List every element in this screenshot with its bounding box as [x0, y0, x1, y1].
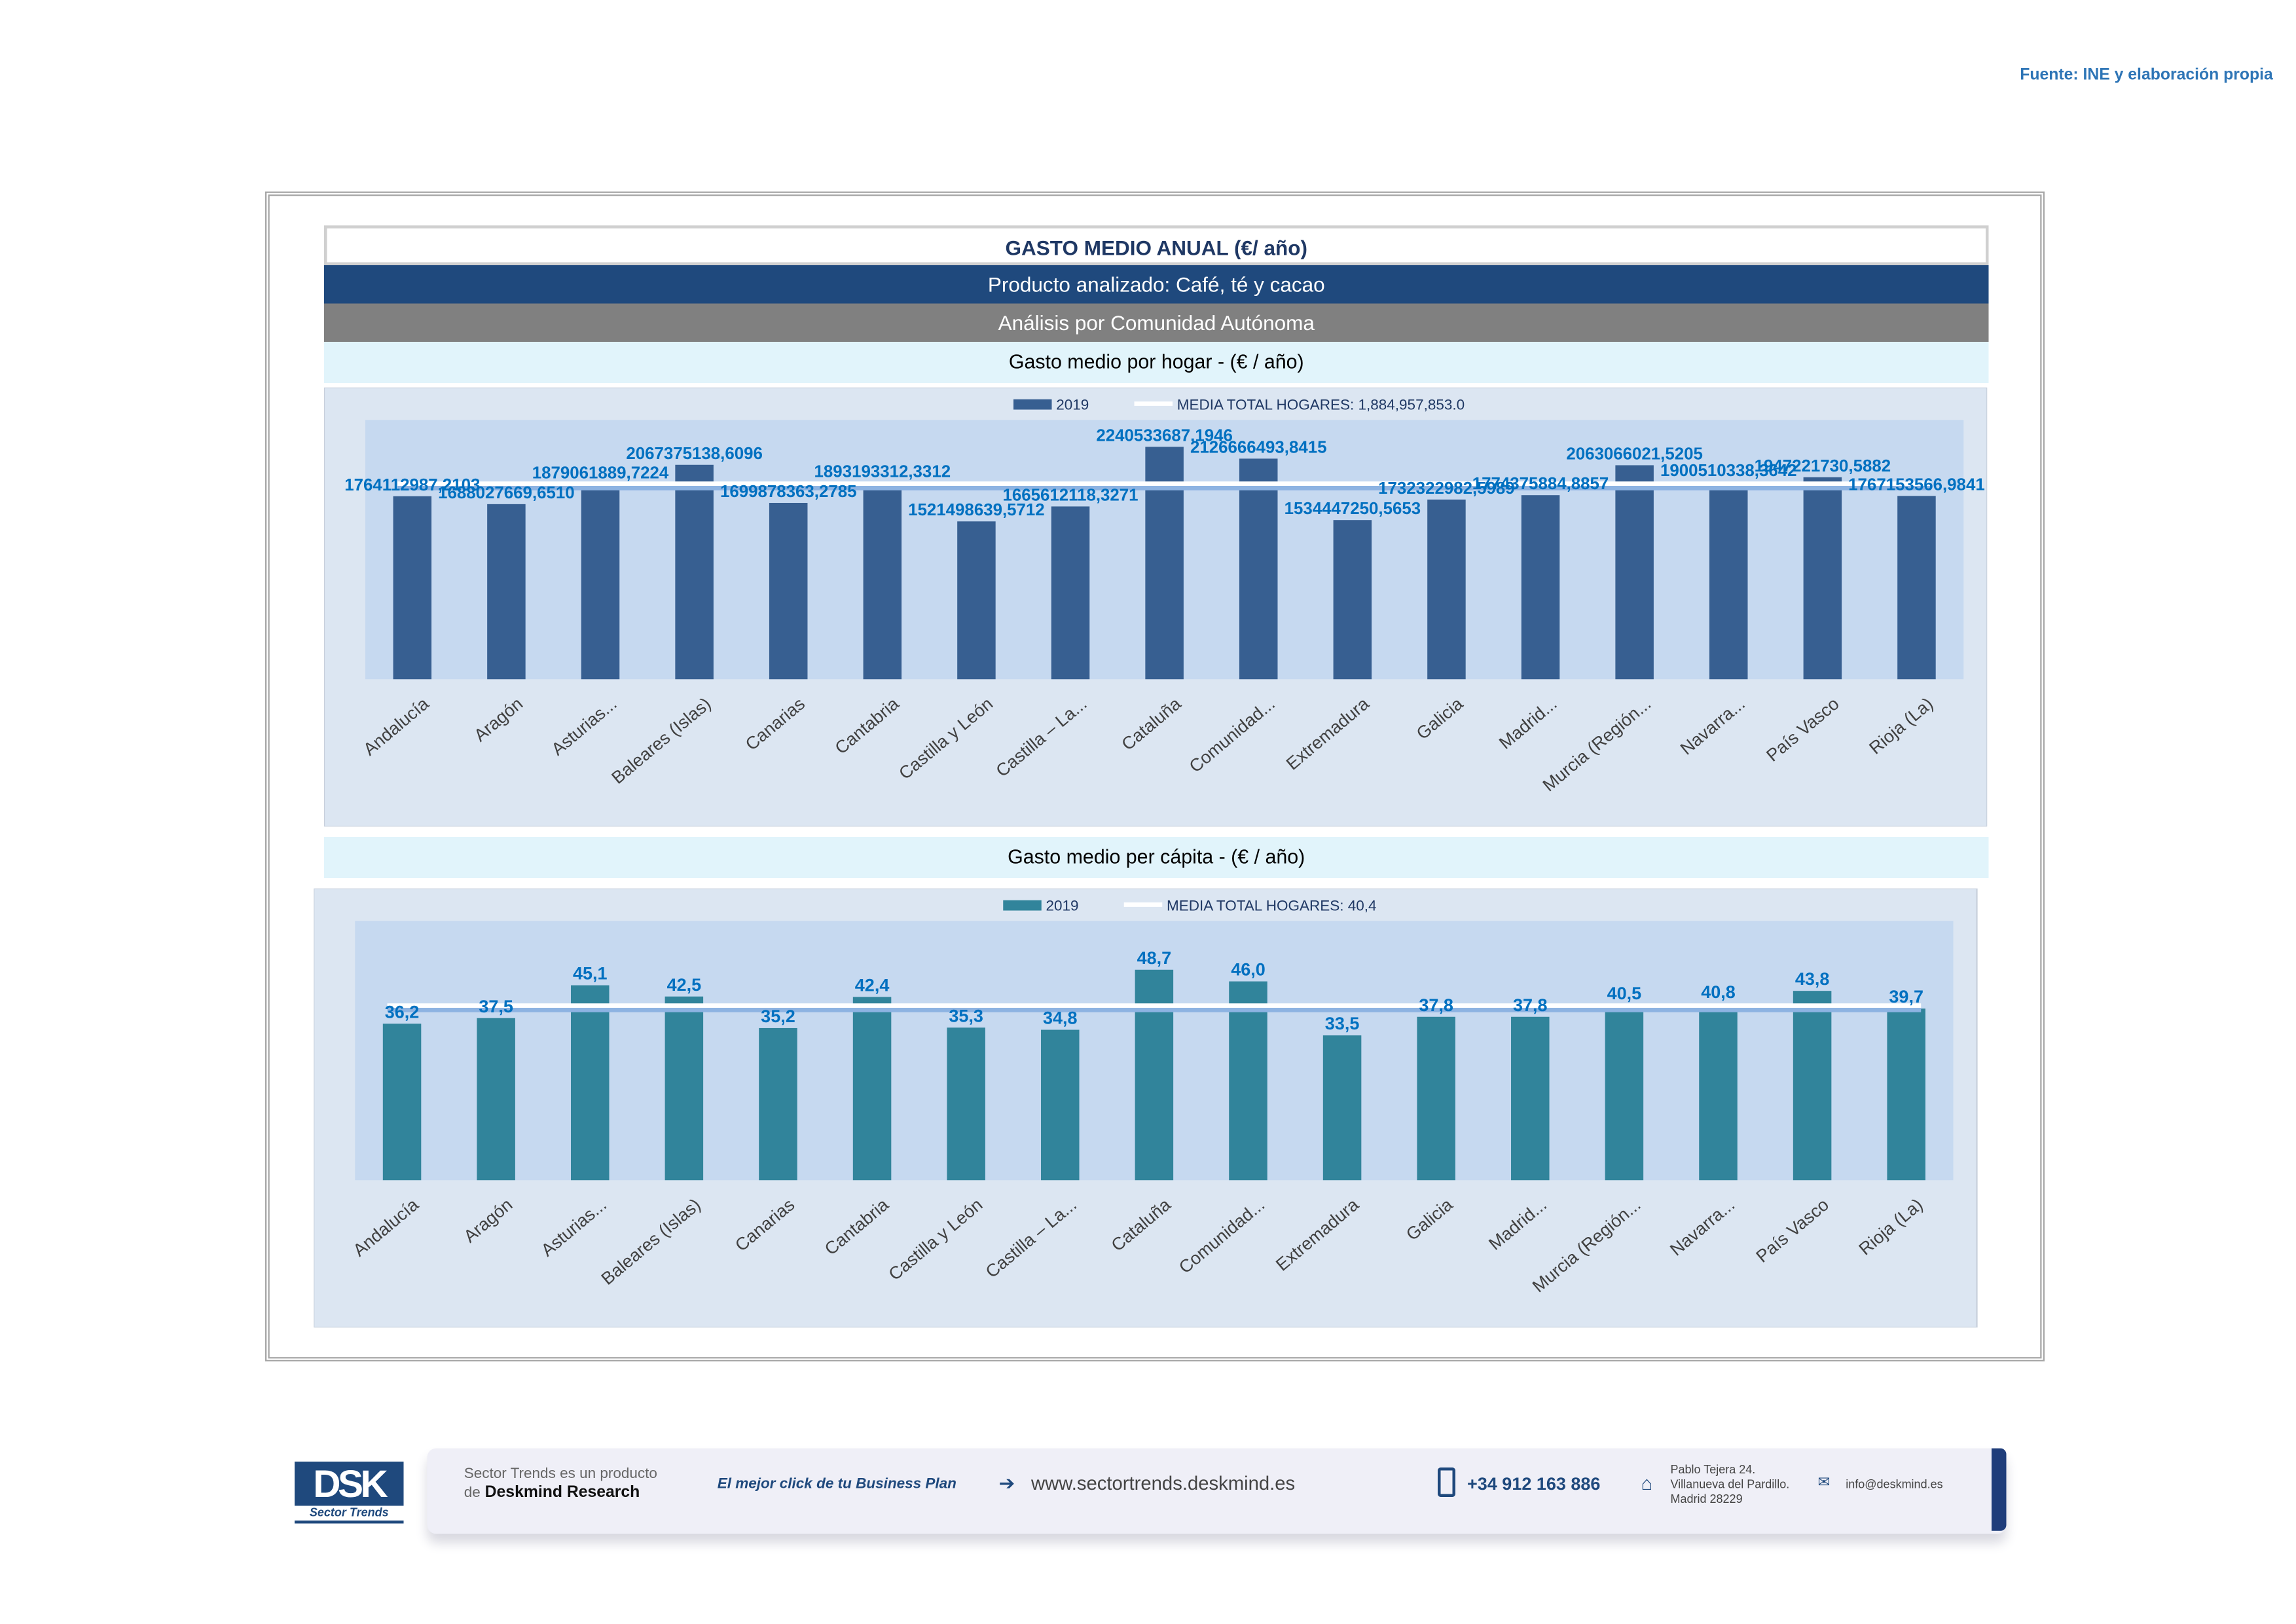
bar [571, 985, 610, 1181]
bar [1709, 482, 1748, 680]
product-band: Producto analizado: Café, té y cacao [324, 265, 1989, 304]
data-label: 42,5 [667, 975, 702, 995]
slogan: El mejor click de tu Business Plan [717, 1476, 957, 1493]
email-link[interactable]: info@deskmind.es [1846, 1477, 1943, 1491]
chart1-title: Gasto medio por hogar - (€ / año) [324, 342, 1989, 383]
data-label: 48,7 [1137, 948, 1172, 968]
footer-banner: Sector Trends es un producto de Deskmind… [427, 1448, 2007, 1534]
bar [487, 504, 526, 680]
bar [1897, 496, 1936, 680]
deskmind-logo: DSK Sector Trends [295, 1462, 404, 1524]
address-line1: Pablo Tejera 24. [1670, 1463, 1756, 1477]
household-spend-chart: 2019 MEDIA TOTAL HOGARES: 1,884,957,853.0… [324, 387, 1988, 827]
data-label: 1900510338,3642 [1660, 462, 1797, 480]
bar [1417, 1016, 1455, 1181]
data-label: 35,2 [761, 1006, 795, 1026]
bar [1051, 506, 1090, 680]
bar [1615, 465, 1654, 680]
per-capita-spend-chart: 2019 MEDIA TOTAL HOGARES: 40,436,2Andaluc… [314, 888, 1978, 1328]
bar [477, 1018, 515, 1181]
bar [675, 464, 714, 680]
data-label: 1947221730,5882 [1755, 457, 1891, 475]
bar [1229, 981, 1267, 1181]
data-label: 43,8 [1795, 969, 1830, 989]
data-label: 42,4 [855, 975, 890, 995]
data-label: 36,2 [385, 1002, 420, 1022]
bar [1511, 1016, 1550, 1181]
legend-label-2019: 2019 [1056, 397, 1089, 413]
bar [863, 483, 902, 680]
data-label: 1879061889,7224 [532, 464, 669, 483]
bar [393, 496, 432, 680]
bar [382, 1024, 422, 1181]
brand-name: Deskmind Research [484, 1483, 640, 1502]
bar [1887, 1008, 1925, 1181]
data-label: 1767153566,9841 [1848, 475, 1985, 494]
bar [581, 484, 620, 680]
data-label: 37,8 [1513, 995, 1548, 1015]
data-label: 2240533687,1946 [1096, 426, 1233, 445]
home-icon: ⌂ [1641, 1471, 1653, 1494]
chart2-title: Gasto medio per cápita - (€ / año) [324, 837, 1989, 878]
arrow-icon: ➔ [998, 1471, 1015, 1494]
bar [1521, 495, 1560, 680]
report-title: GASTO MEDIO ANUAL (€/ año) [324, 225, 1989, 265]
bar [1333, 520, 1372, 680]
bar [1803, 477, 1842, 680]
bar [957, 521, 996, 680]
data-label: 39,7 [1889, 987, 1923, 1006]
data-label: 2067375138,6096 [626, 445, 763, 463]
bar [665, 996, 704, 1181]
data-label: 40,5 [1607, 984, 1642, 1003]
data-label: 45,1 [573, 964, 608, 984]
data-label: 37,8 [1419, 995, 1453, 1015]
bar [1605, 1005, 1644, 1181]
address-line2: Villanueva del Pardillo. [1670, 1477, 1790, 1491]
legend-swatch-2019 [1003, 900, 1042, 911]
product-prefix: de [464, 1485, 481, 1502]
phone-icon [1438, 1467, 1455, 1497]
legend-swatch-2019 [1013, 399, 1052, 410]
data-label: 1764112987,2103 [344, 476, 480, 494]
data-label: 1688027669,6510 [438, 484, 575, 502]
mail-icon: ✉ [1817, 1475, 1831, 1491]
data-label: 1774375884,8857 [1472, 475, 1609, 493]
footer-accent [1992, 1448, 2007, 1531]
data-label: 46,0 [1231, 960, 1266, 980]
bar [1322, 1035, 1362, 1181]
bar [852, 997, 892, 1181]
data-label: 1732322982,5989 [1378, 479, 1515, 498]
data-label: 1665612118,3271 [1002, 486, 1138, 504]
website-link[interactable]: www.sectortrends.deskmind.es [1031, 1471, 1296, 1494]
bar [1427, 499, 1466, 680]
data-label: 34,8 [1043, 1008, 1078, 1028]
legend-label-media: MEDIA TOTAL HOGARES: 1,884,957,853.0 [1177, 397, 1465, 413]
data-label: 2126666493,8415 [1190, 438, 1327, 456]
analysis-band: Análisis por Comunidad Autónoma [324, 303, 1989, 342]
bar [1793, 991, 1832, 1181]
source-note: Fuente: INE y elaboración propia [2020, 66, 2273, 84]
bar [1239, 458, 1278, 680]
product-line1: Sector Trends es un producto [464, 1466, 657, 1483]
bar [947, 1027, 985, 1181]
bar [759, 1027, 797, 1181]
bar [1041, 1029, 1080, 1181]
legend-label-media: MEDIA TOTAL HOGARES: 40,4 [1167, 898, 1377, 914]
data-label: 2063066021,5205 [1566, 445, 1703, 463]
data-label: 37,5 [479, 997, 513, 1016]
data-label: 1893193312,3312 [814, 462, 951, 481]
data-label: 35,3 [949, 1006, 983, 1025]
data-label: 1699878363,2785 [720, 483, 857, 501]
data-label: 33,5 [1325, 1014, 1360, 1033]
bar [1699, 1003, 1738, 1181]
address-line3: Madrid 28229 [1670, 1492, 1743, 1506]
data-label: 1534447250,5653 [1285, 500, 1421, 518]
phone-number: +34 912 163 886 [1467, 1473, 1601, 1494]
bar [769, 502, 808, 680]
data-label: 1521498639,5712 [908, 501, 1045, 519]
legend-label-2019: 2019 [1046, 898, 1079, 914]
data-label: 40,8 [1701, 982, 1736, 1002]
bar [1135, 969, 1174, 1181]
